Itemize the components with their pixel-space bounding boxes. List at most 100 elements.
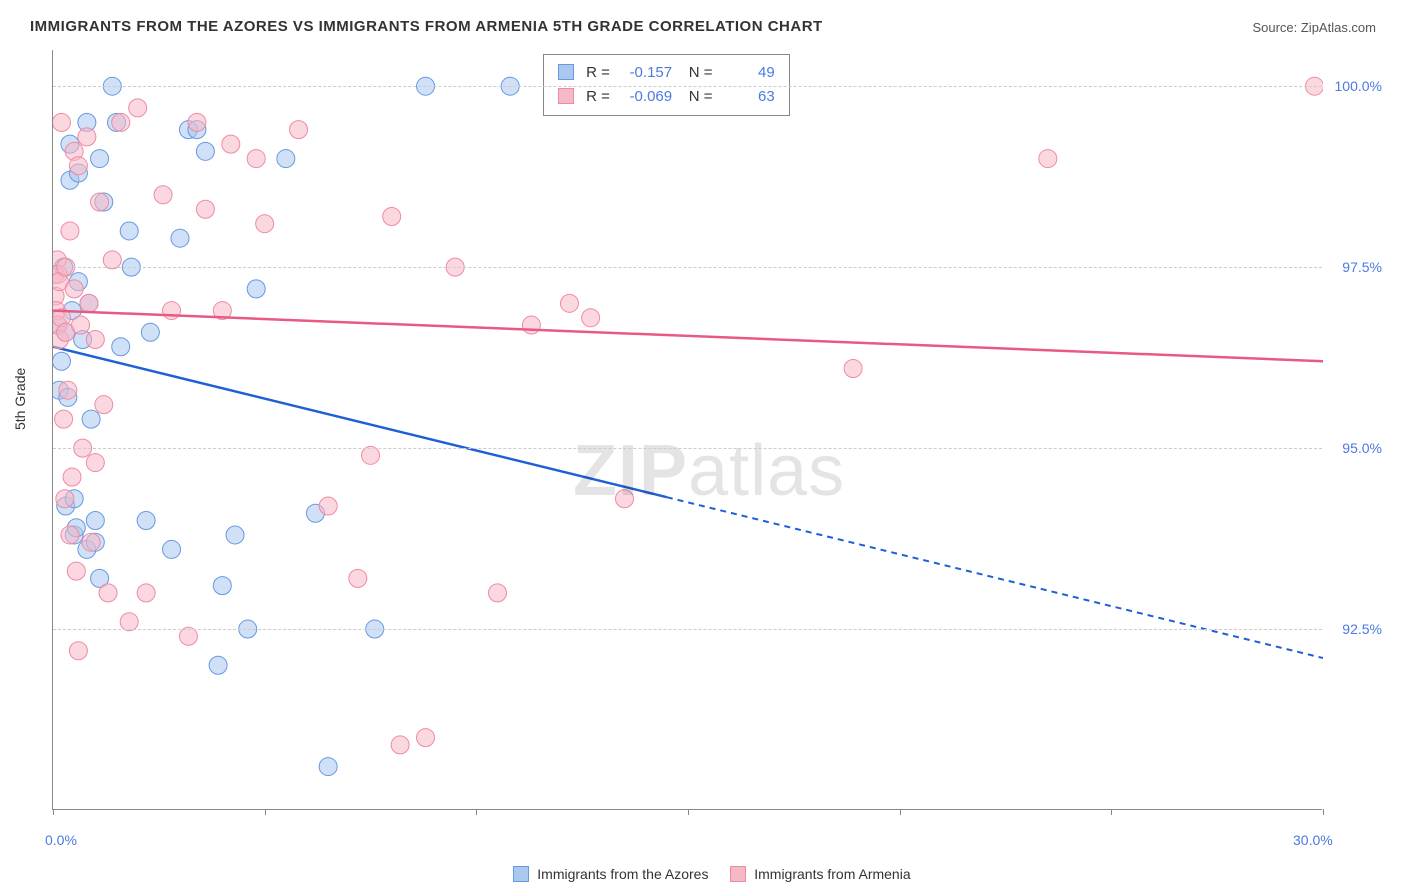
data-point: [78, 128, 96, 146]
gridline: [53, 448, 1322, 449]
data-point: [63, 468, 81, 486]
source-attribution: Source: ZipAtlas.com: [1252, 20, 1376, 35]
data-point: [616, 490, 634, 508]
data-point: [319, 758, 337, 776]
data-point: [154, 186, 172, 204]
y-tick-label: 97.5%: [1342, 259, 1382, 275]
data-point: [53, 352, 70, 370]
y-tick-label: 100.0%: [1335, 78, 1382, 94]
data-point: [1039, 150, 1057, 168]
data-point: [69, 642, 87, 660]
legend-swatch-armenia-icon: [730, 866, 746, 882]
y-axis-title: 5th Grade: [12, 368, 28, 430]
data-point: [256, 215, 274, 233]
data-point: [188, 113, 206, 131]
data-point: [56, 490, 74, 508]
data-point: [72, 316, 90, 334]
legend-label-armenia: Immigrants from Armenia: [754, 866, 910, 882]
chart-title: IMMIGRANTS FROM THE AZORES VS IMMIGRANTS…: [30, 18, 823, 35]
data-point: [69, 157, 87, 175]
data-point: [61, 526, 79, 544]
data-point: [213, 577, 231, 595]
data-point: [91, 193, 109, 211]
gridline: [53, 267, 1322, 268]
regression-line: [53, 311, 1323, 362]
regression-line-extrapolated: [667, 497, 1323, 658]
data-point: [95, 396, 113, 414]
data-point: [86, 511, 104, 529]
data-point: [209, 656, 227, 674]
data-point: [112, 338, 130, 356]
swatch-azores-icon: [558, 64, 574, 80]
data-point: [196, 200, 214, 218]
regression-line: [53, 347, 667, 497]
data-point: [91, 150, 109, 168]
data-point: [290, 121, 308, 139]
data-point: [141, 323, 159, 341]
data-point: [129, 99, 147, 117]
y-tick-label: 92.5%: [1342, 621, 1382, 637]
data-point: [844, 359, 862, 377]
stat-r-armenia: -0.069: [614, 85, 672, 109]
legend-swatch-azores-icon: [513, 866, 529, 882]
data-point: [67, 562, 85, 580]
y-tick-label: 95.0%: [1342, 440, 1382, 456]
data-point: [391, 736, 409, 754]
stat-r-label: R =: [586, 64, 610, 81]
stat-r-label-2: R =: [586, 88, 610, 105]
bottom-legend: Immigrants from the Azores Immigrants fr…: [0, 866, 1406, 882]
x-tick: [688, 809, 689, 815]
data-point: [383, 207, 401, 225]
gridline: [53, 86, 1322, 87]
data-point: [222, 135, 240, 153]
data-point: [196, 142, 214, 160]
x-tick: [476, 809, 477, 815]
data-point: [247, 280, 265, 298]
data-point: [86, 331, 104, 349]
stat-r-azores: -0.157: [614, 61, 672, 85]
data-point: [55, 410, 73, 428]
data-point: [99, 584, 117, 602]
stats-row-armenia: R = -0.069 N = 63: [558, 85, 775, 109]
stat-n-label: N =: [689, 64, 713, 81]
data-point: [82, 410, 100, 428]
source-value: ZipAtlas.com: [1301, 20, 1376, 35]
data-point: [137, 511, 155, 529]
data-point: [112, 113, 130, 131]
data-point: [560, 294, 578, 312]
data-point: [80, 294, 98, 312]
data-point: [137, 584, 155, 602]
data-point: [120, 222, 138, 240]
chart-plot-area: ZIPatlas R = -0.157 N = 49 R = -0.069 N …: [52, 50, 1322, 810]
chart-svg: [53, 50, 1323, 810]
swatch-armenia-icon: [558, 88, 574, 104]
legend-label-azores: Immigrants from the Azores: [537, 866, 708, 882]
stats-row-azores: R = -0.157 N = 49: [558, 61, 775, 85]
data-point: [59, 381, 77, 399]
data-point: [86, 454, 104, 472]
data-point: [489, 584, 507, 602]
data-point: [61, 222, 79, 240]
stat-n-label-2: N =: [689, 88, 713, 105]
data-point: [82, 533, 100, 551]
data-point: [417, 729, 435, 747]
stat-n-armenia: 63: [717, 85, 775, 109]
x-tick: [900, 809, 901, 815]
stats-legend-box: R = -0.157 N = 49 R = -0.069 N = 63: [543, 54, 790, 116]
source-label: Source:: [1252, 20, 1300, 35]
data-point: [53, 113, 70, 131]
data-point: [319, 497, 337, 515]
data-point: [226, 526, 244, 544]
x-tick-label: 30.0%: [1293, 832, 1333, 848]
data-point: [522, 316, 540, 334]
x-tick: [265, 809, 266, 815]
data-point: [163, 540, 181, 558]
data-point: [349, 569, 367, 587]
data-point: [65, 280, 83, 298]
x-tick: [53, 809, 54, 815]
x-tick: [1111, 809, 1112, 815]
data-point: [171, 229, 189, 247]
x-tick-label: 0.0%: [45, 832, 77, 848]
data-point: [163, 302, 181, 320]
x-tick: [1323, 809, 1324, 815]
